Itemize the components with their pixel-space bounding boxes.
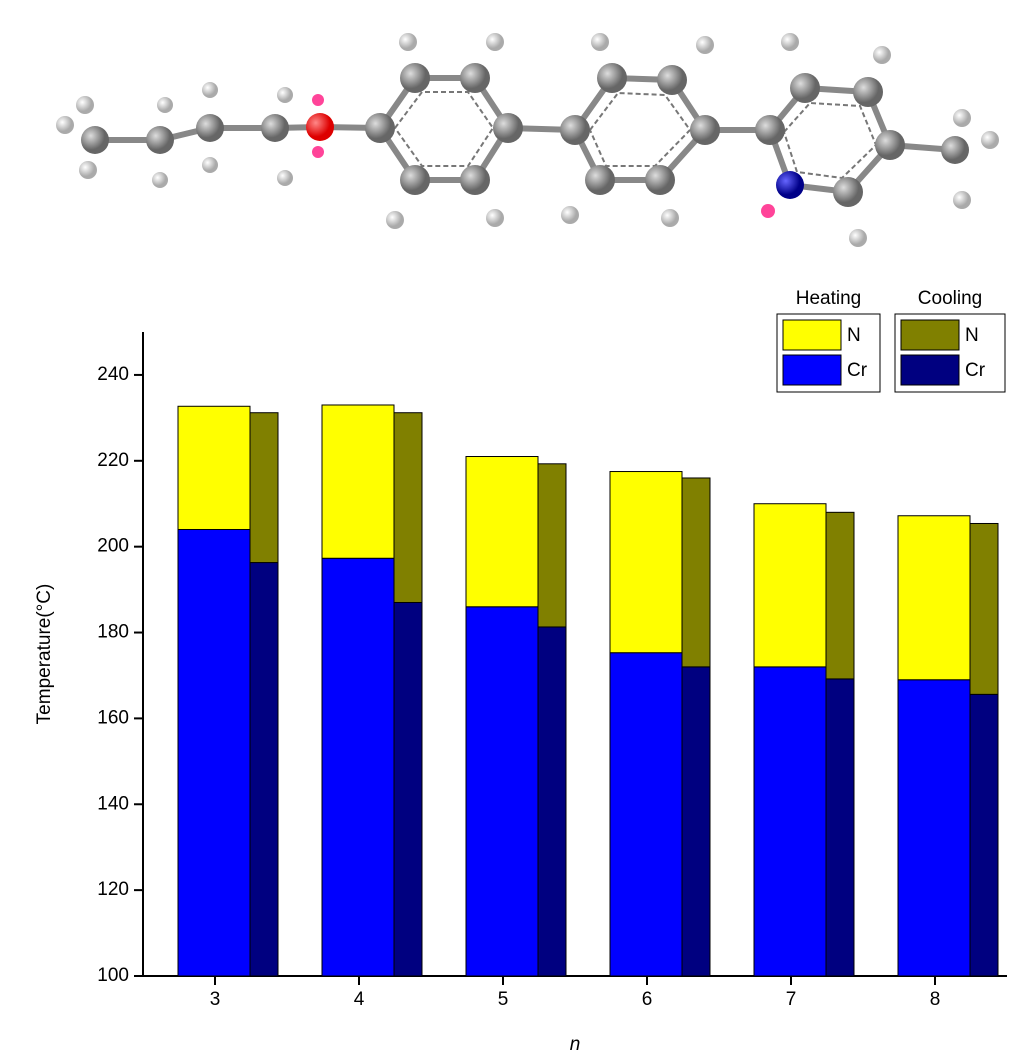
legend-box [894,313,1006,393]
bar-segment [681,477,711,668]
legend-label: N [965,325,979,346]
y-tick-label: 100 [97,965,129,986]
y-tick-label: 200 [97,536,129,557]
x-tick-label: 5 [498,989,509,1010]
bar-segment [465,606,539,977]
legend-label: Cr [965,360,986,381]
bar-segment [609,471,683,654]
bar-segment [609,652,683,977]
legend-label: N [847,325,861,346]
x-tick-label: 4 [354,989,365,1010]
legend-title: Heating [796,288,862,309]
legend-label: Cr [847,360,868,381]
y-tick-label: 160 [97,707,129,728]
bar-segment [177,528,251,977]
bar-segment [537,626,567,977]
bar-segment [897,679,971,977]
y-tick-label: 240 [97,364,129,385]
x-tick-label: 3 [210,989,221,1010]
bar-segment [969,693,999,977]
bar-segment [249,412,279,564]
y-tick-label: 120 [97,879,129,900]
bar-segment [753,503,827,668]
bar-segment [825,511,855,680]
bar-segment [753,666,827,977]
bar-segment [249,562,279,977]
x-tick-label: 8 [930,989,941,1010]
legend-swatch [900,319,960,351]
y-tick-label: 180 [97,622,129,643]
y-axis-label: Temperature(°C) [34,584,55,725]
legend-title: Cooling [918,288,982,309]
y-tick-label: 220 [97,450,129,471]
x-axis-label: n [570,1034,581,1055]
bar-segment [177,405,251,530]
molecule [56,33,999,247]
legend-swatch [782,354,842,386]
legend-swatch [900,354,960,386]
legend-swatch [782,319,842,351]
bar-segment [393,412,423,603]
y-tick-label: 140 [97,793,129,814]
bar-segment [681,666,711,977]
bar-segment [897,515,971,681]
bar-segment [537,463,567,628]
bar-segment [393,601,423,977]
bar-segment [969,522,999,695]
bar-segment [321,404,395,559]
bar-segment [321,557,395,977]
bar-segment [465,456,539,608]
bar-segment [825,678,855,977]
legend-box [776,313,881,393]
x-tick-label: 6 [642,989,653,1010]
x-tick-label: 7 [786,989,797,1010]
